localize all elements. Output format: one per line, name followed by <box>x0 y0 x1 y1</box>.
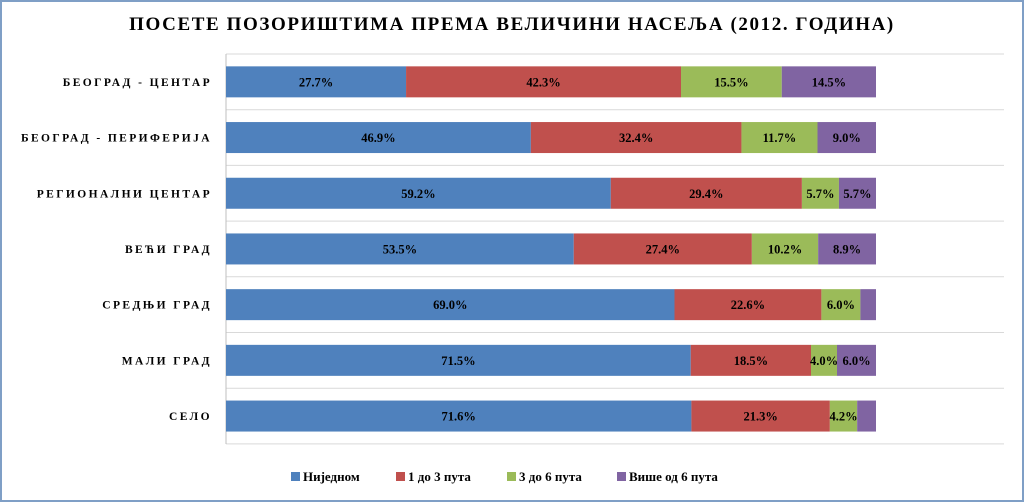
legend-entry: Више од 6 пута <box>629 469 718 484</box>
legend-entry: 1 до 3 пута <box>408 469 471 484</box>
bar-segment <box>674 289 822 321</box>
data-label: 4.0% <box>810 354 838 368</box>
bar-segment <box>226 289 675 321</box>
bar-segment <box>681 66 782 98</box>
bar-segment <box>751 233 819 265</box>
data-label: 69.0% <box>433 298 467 312</box>
data-label: 5.7% <box>806 187 834 201</box>
category-label: РЕГИОНАЛНИ ЦЕНТАР <box>37 188 212 200</box>
bar-segment <box>226 122 531 154</box>
category-label: МАЛИ ГРАД <box>122 355 212 367</box>
data-label: 11.7% <box>763 131 797 145</box>
data-label: 32.4% <box>619 131 653 145</box>
bar-segment <box>818 233 876 265</box>
bar-segment <box>226 177 611 209</box>
data-label: 15.5% <box>714 75 748 89</box>
legend-swatch <box>291 472 300 481</box>
legend-swatch <box>396 472 405 481</box>
legend-swatch <box>507 472 516 481</box>
bar-segment <box>838 177 876 209</box>
bar-segment <box>226 344 691 376</box>
segment-labels: 27.7% 42.3% 15.5% 14.5% 46.9% 32.4% 11.7% 9.0% 5… <box>299 75 872 423</box>
data-label: 71.5% <box>441 354 475 368</box>
data-label: 14.5% <box>812 75 846 89</box>
data-label: 6.0% <box>827 298 855 312</box>
bars <box>226 66 876 432</box>
bar-segment <box>406 66 681 98</box>
data-label: 9.0% <box>833 131 861 145</box>
data-label: 10.2% <box>768 242 802 256</box>
bar-segment <box>690 344 811 376</box>
data-label: 8.9% <box>833 242 861 256</box>
category-label: БЕОГРАД - ЦЕНТАР <box>63 77 212 89</box>
data-label: 29.4% <box>689 187 723 201</box>
bar-segment <box>811 344 837 376</box>
bar-segment <box>530 122 742 154</box>
data-label: 5.7% <box>843 187 871 201</box>
data-label: 71.6% <box>442 410 476 424</box>
bar-segment <box>857 400 876 432</box>
category-labels: БЕОГРАД - ЦЕНТАР БЕОГРАД - ПЕРИФЕРИЈА РЕГИ… <box>21 77 212 423</box>
data-label: 42.3% <box>526 75 560 89</box>
data-label: 18.5% <box>734 354 768 368</box>
legend-swatch <box>617 472 626 481</box>
bar-segment <box>801 177 839 209</box>
legend: Ниједном 1 до 3 пута 3 до 6 пута Више од 6 … <box>291 469 718 484</box>
bar-segment <box>691 400 830 432</box>
bar-segment <box>226 400 692 432</box>
bar-segment <box>573 233 752 265</box>
data-label: 27.7% <box>299 75 333 89</box>
bar-segment <box>817 122 876 154</box>
category-label: ВЕЋИ ГРАД <box>125 244 212 256</box>
category-label: БЕОГРАД - ПЕРИФЕРИЈА <box>21 133 212 145</box>
bar-segment <box>610 177 802 209</box>
data-label: 4.2% <box>829 410 857 424</box>
bar-segment <box>226 233 574 265</box>
data-label: 46.9% <box>361 131 395 145</box>
category-label: СРЕДЊИ ГРАД <box>102 300 212 312</box>
bar-segment <box>781 66 876 98</box>
category-label: СЕЛО <box>169 411 212 423</box>
data-label: 6.0% <box>842 354 870 368</box>
legend-entry: 3 до 6 пута <box>519 469 582 484</box>
bar-segment <box>837 344 876 376</box>
bar-segment <box>829 400 858 432</box>
data-label: 59.2% <box>401 187 435 201</box>
data-label: 22.6% <box>731 298 765 312</box>
data-label: 21.3% <box>743 410 777 424</box>
bar-segment <box>821 289 861 321</box>
data-label: 53.5% <box>383 242 417 256</box>
gridlines <box>225 53 1004 445</box>
chart-title: ПОСЕТЕ ПОЗОРИШТИМА ПРЕМА ВЕЛИЧИНИ НАСЕЉА… <box>129 14 895 35</box>
data-label: 27.4% <box>646 242 680 256</box>
bar-segment <box>741 122 818 154</box>
bar-segment <box>226 66 407 98</box>
bar-segment <box>860 289 876 321</box>
legend-entry: Ниједном <box>303 469 360 484</box>
